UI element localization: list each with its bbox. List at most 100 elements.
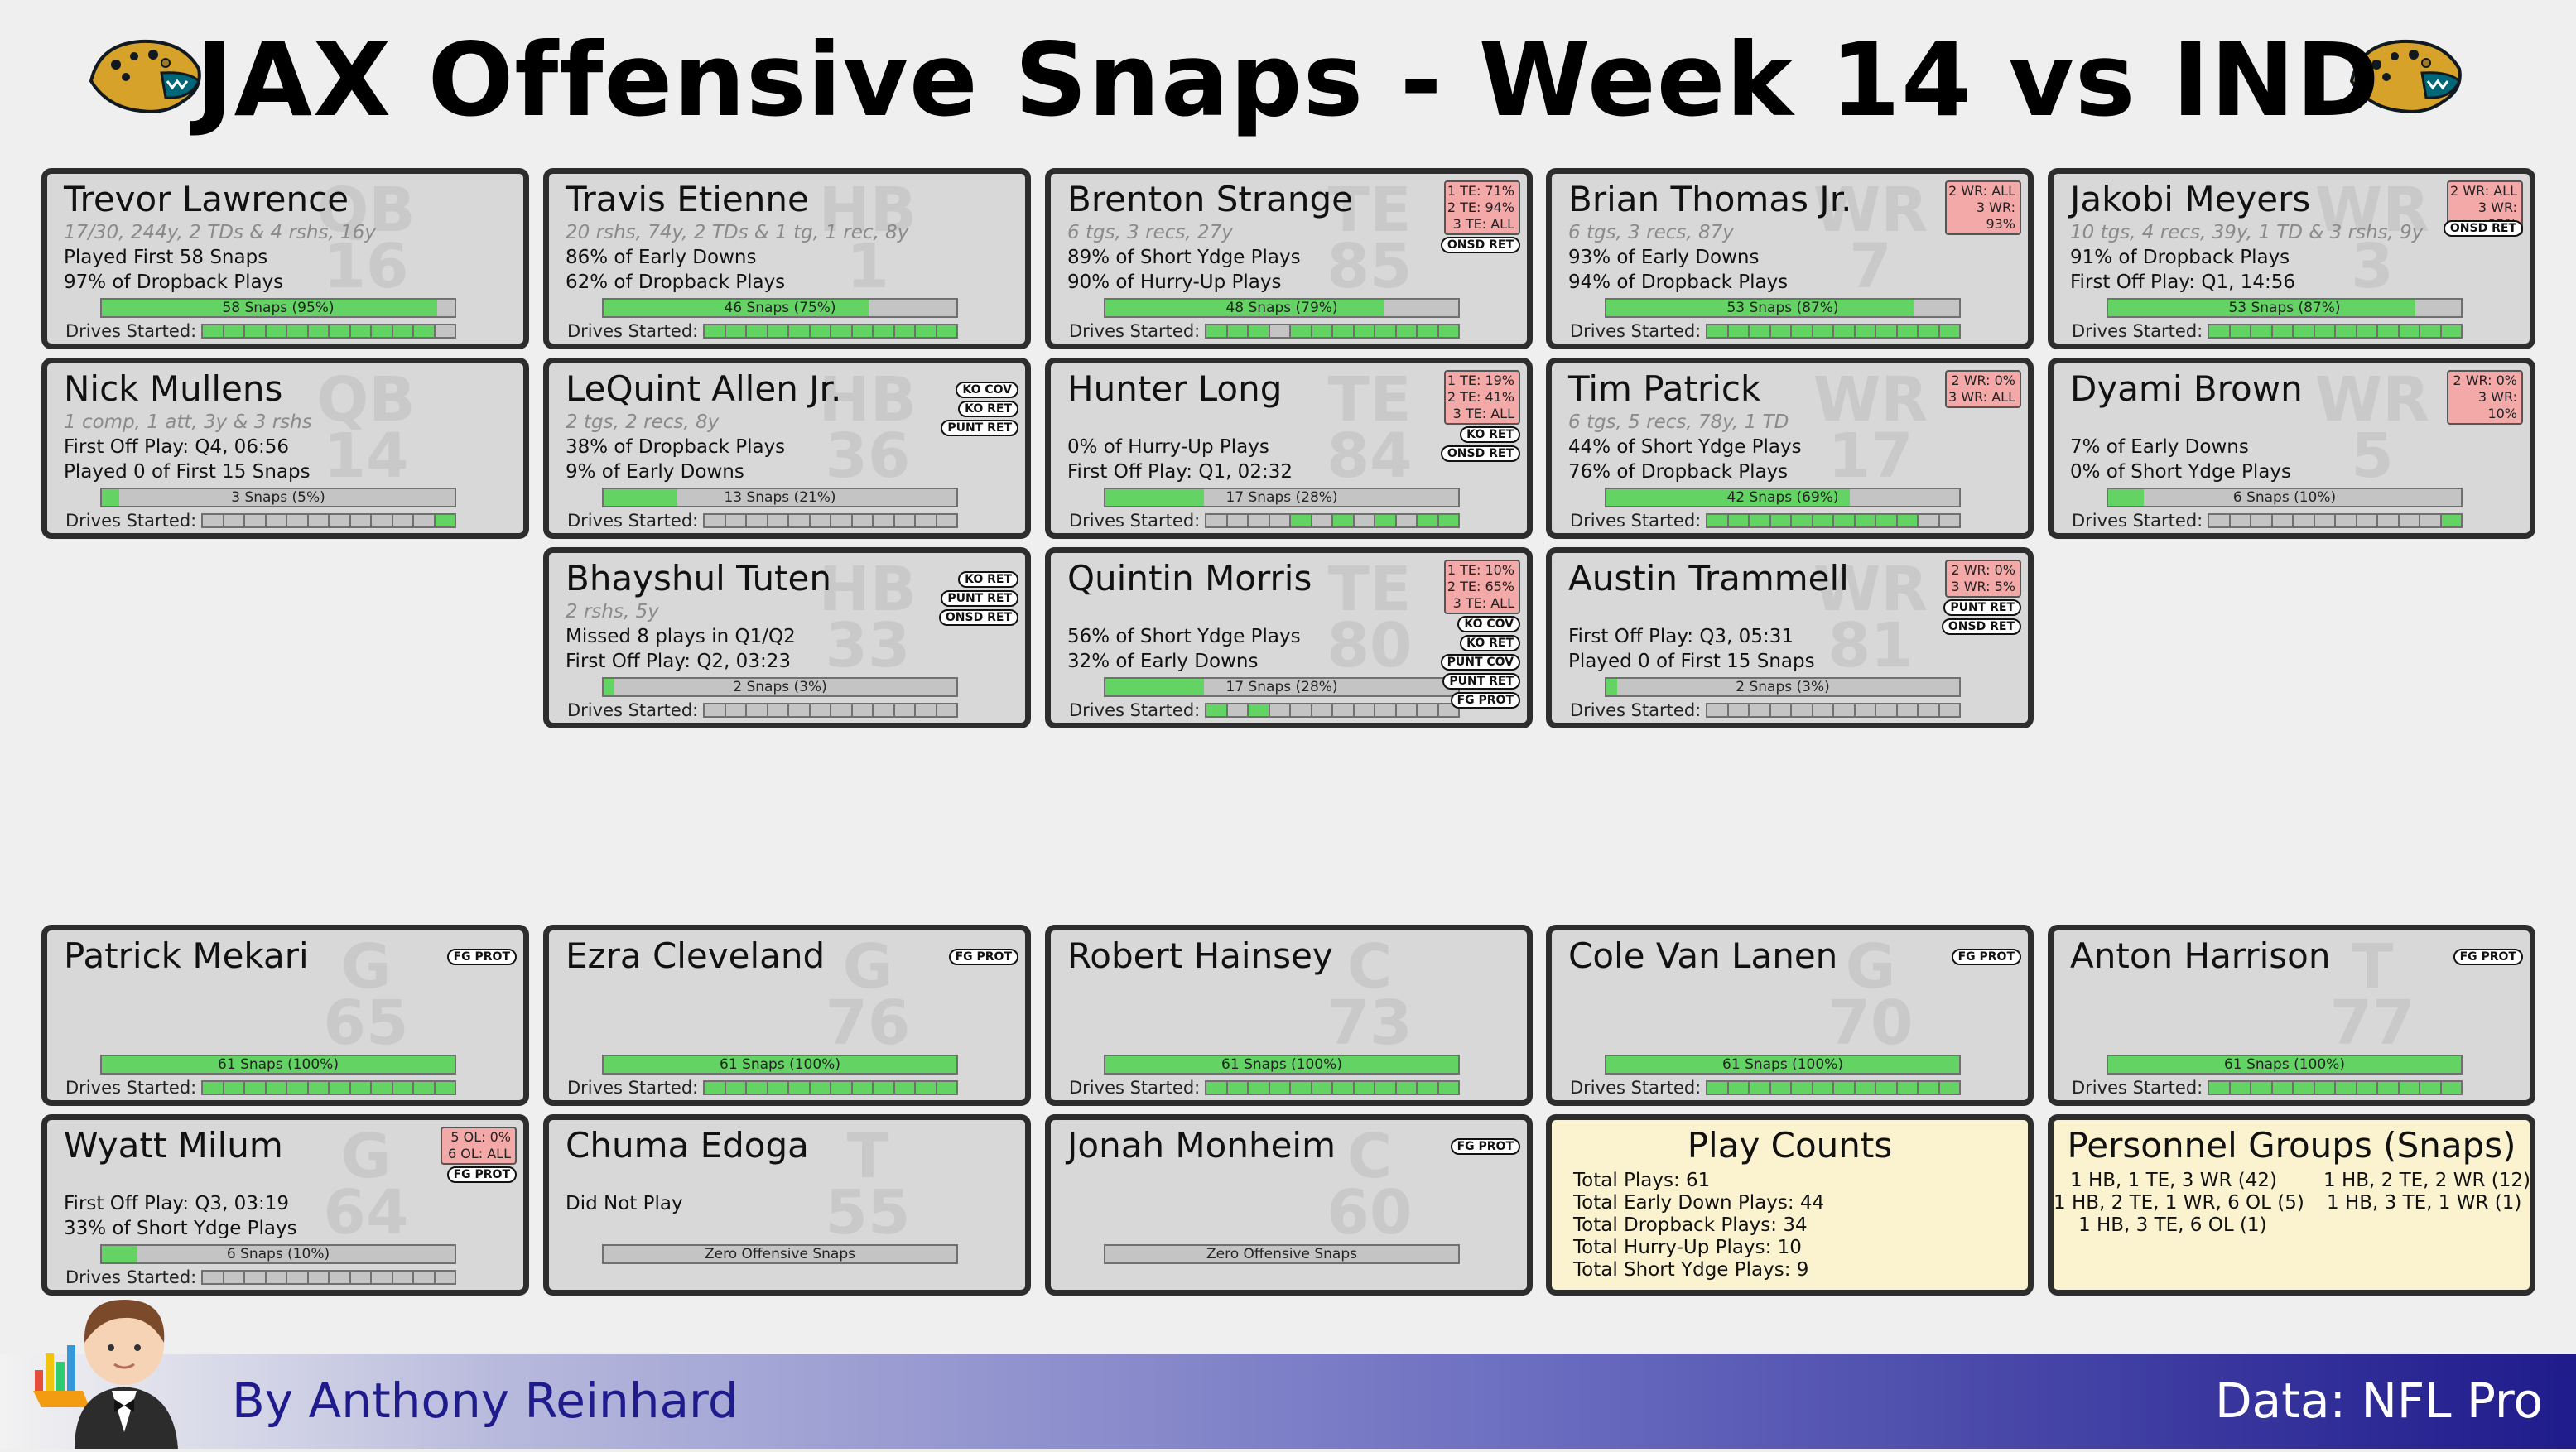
drive-cell xyxy=(747,515,768,526)
drive-cell xyxy=(330,1272,351,1283)
drive-cell xyxy=(245,1082,267,1094)
drive-cell xyxy=(414,1082,436,1094)
drive-cell xyxy=(1939,1082,1959,1094)
drive-cell xyxy=(414,1272,436,1283)
position-watermark: QB 14 xyxy=(308,369,424,492)
position-label: HB xyxy=(818,554,917,625)
drive-cell xyxy=(1919,1082,1940,1094)
drive-cell xyxy=(1897,515,1919,526)
drive-cell xyxy=(1876,1082,1898,1094)
player-name: Jakobi Meyers xyxy=(2070,179,2311,219)
drives-started-label: Drives Started: xyxy=(65,1267,197,1287)
player-card: TE 84 Hunter Long 0% of Hurry-Up Plays First… xyxy=(1045,358,1533,539)
player-card: WR 17 Tim Patrick 6 tgs, 5 recs, 78y, 1 TD 4… xyxy=(1546,358,2034,539)
personnel-usage-line: 6 OL: ALL xyxy=(447,1146,511,1161)
drive-cell xyxy=(705,325,726,337)
drive-cell xyxy=(1792,325,1813,337)
drive-cell xyxy=(852,1082,874,1094)
drive-cell xyxy=(1855,515,1876,526)
snap-share-bar: 42 Snaps (69%) xyxy=(1605,488,1961,507)
jersey-number: 14 xyxy=(323,421,409,492)
drive-cell xyxy=(1228,704,1249,716)
drive-cell xyxy=(224,515,245,526)
player-stat-line: 6 tgs, 5 recs, 78y, 1 TD xyxy=(1568,411,1789,433)
personnel-usage-line: 3 TE: ALL xyxy=(1452,406,1514,421)
drive-cell xyxy=(1770,1082,1792,1094)
drive-cell xyxy=(1919,704,1940,716)
drive-cell xyxy=(705,704,726,716)
position-watermark: TE 85 xyxy=(1312,180,1428,297)
personnel-usage-line: 2 WR: ALL xyxy=(1948,183,2015,199)
drive-cell xyxy=(2420,1082,2442,1094)
special-teams-tags: KO COV KO RET PUNT RET xyxy=(941,382,1018,436)
personnel-usage-badge: 1 TE: 71% 2 TE: 94% 3 TE: ALL xyxy=(1444,180,1520,235)
drive-cell xyxy=(1312,704,1333,716)
drive-cell xyxy=(435,515,455,526)
drive-cell xyxy=(747,1082,768,1094)
drive-cell xyxy=(831,704,853,716)
snap-share-fill xyxy=(604,489,678,506)
drive-cell xyxy=(1855,1082,1876,1094)
play-count-line: Total Short Ydge Plays: 9 xyxy=(1573,1259,1809,1281)
drive-cell xyxy=(2336,1082,2357,1094)
snap-count-label: 61 Snaps (100%) xyxy=(2224,1056,2345,1073)
position-watermark: WR 3 xyxy=(2314,180,2430,297)
position-watermark: WR 5 xyxy=(2314,364,2430,487)
player-note: 0% of Short Ydge Plays xyxy=(2070,461,2291,483)
snap-share-bar: 61 Snaps (100%) xyxy=(1605,1055,1961,1075)
player-name: Anton Harrison xyxy=(2070,935,2331,976)
drive-cell xyxy=(1206,515,1228,526)
drive-cell xyxy=(937,704,957,716)
position-label: WR xyxy=(1813,554,1928,625)
position-label: TE xyxy=(1327,364,1412,435)
jersey-number: 1 xyxy=(846,231,889,302)
snap-share-bar: 58 Snaps (95%) xyxy=(100,298,456,318)
drive-cell xyxy=(726,515,747,526)
drive-cell xyxy=(2273,515,2294,526)
drive-cell xyxy=(725,325,747,337)
drive-cell xyxy=(1333,1082,1355,1094)
position-watermark: G 64 xyxy=(308,1126,424,1243)
drive-cell xyxy=(725,1082,747,1094)
drive-cell xyxy=(351,515,372,526)
position-label: WR xyxy=(2314,364,2430,435)
snap-share-bar: 2 Snaps (3%) xyxy=(1605,677,1961,697)
drives-started-label: Drives Started: xyxy=(1570,700,1702,720)
play-counts-card: Play Counts Total Plays: 61 Total Early … xyxy=(1546,1114,2034,1296)
drives-started-grid xyxy=(703,703,958,718)
drive-cell xyxy=(1333,704,1355,716)
snap-share-bar: 17 Snaps (28%) xyxy=(1104,677,1460,697)
special-teams-tag: KO RET xyxy=(1460,426,1520,443)
personnel-usage-line: 1 TE: 10% xyxy=(1447,562,1514,578)
drive-cell xyxy=(2357,515,2378,526)
drive-cell xyxy=(1834,1082,1856,1094)
snap-share-bar: 6 Snaps (10%) xyxy=(2107,488,2463,507)
jersey-number: 33 xyxy=(825,610,911,681)
drives-started-grid xyxy=(201,324,456,339)
drive-cell xyxy=(916,325,937,337)
drives-started-grid xyxy=(201,1270,456,1285)
drive-cell xyxy=(1729,704,1750,716)
drive-cell xyxy=(1270,704,1291,716)
personnel-groups-card: Personnel Groups (Snaps) 1 HB, 1 TE, 3 W… xyxy=(2048,1114,2535,1296)
jersey-number: 65 xyxy=(323,988,409,1059)
drive-cell xyxy=(916,1082,937,1094)
drive-cell xyxy=(1206,325,1228,337)
drive-cell xyxy=(789,515,811,526)
drive-cell xyxy=(1291,515,1312,526)
snap-share-fill xyxy=(604,300,869,316)
player-note: 94% of Dropback Plays xyxy=(1568,272,1789,293)
drives-started-grid xyxy=(1706,1080,1961,1095)
drive-cell xyxy=(768,1082,789,1094)
drive-cell xyxy=(831,325,853,337)
drive-cell xyxy=(2399,1082,2420,1094)
player-note: 90% of Hurry-Up Plays xyxy=(1067,272,1282,293)
drive-cell xyxy=(1897,1082,1919,1094)
drive-cell xyxy=(811,704,831,716)
drive-cell xyxy=(1919,325,1940,337)
position-watermark: G 76 xyxy=(810,936,926,1054)
drive-cell xyxy=(266,1082,287,1094)
special-teams-tag: KO RET xyxy=(958,401,1018,417)
drive-cell xyxy=(2209,515,2231,526)
player-name: Robert Hainsey xyxy=(1067,935,1333,976)
